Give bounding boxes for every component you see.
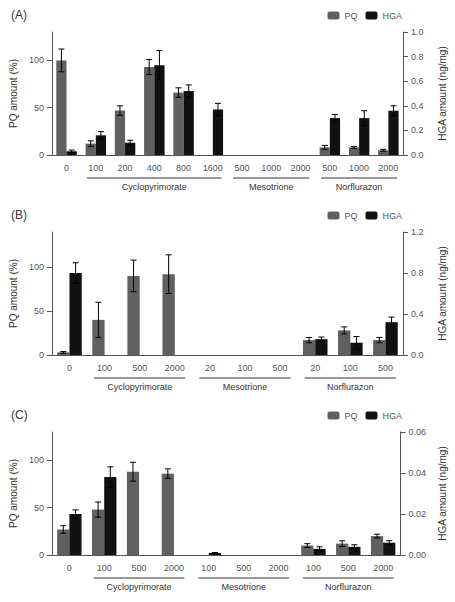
- svg-text:Mesotrione: Mesotrione: [249, 182, 294, 192]
- svg-text:0.6: 0.6: [411, 76, 424, 86]
- svg-text:500: 500: [378, 363, 393, 373]
- svg-text:100: 100: [237, 363, 252, 373]
- svg-text:0.4: 0.4: [411, 101, 424, 111]
- svg-text:100: 100: [29, 262, 44, 272]
- svg-text:2000: 2000: [269, 563, 289, 573]
- svg-text:20: 20: [205, 363, 215, 373]
- svg-text:50: 50: [34, 103, 44, 113]
- svg-text:PQ amount (%): PQ amount (%): [8, 459, 19, 528]
- svg-text:500: 500: [322, 163, 337, 173]
- svg-text:100: 100: [88, 163, 103, 173]
- svg-text:2000: 2000: [378, 163, 398, 173]
- svg-text:0.00: 0.00: [409, 550, 427, 560]
- svg-text:0: 0: [67, 563, 72, 573]
- svg-text:HGA: HGA: [382, 11, 402, 21]
- svg-text:100: 100: [97, 363, 112, 373]
- svg-text:100: 100: [343, 363, 358, 373]
- svg-text:HGA amount (ng/mg): HGA amount (ng/mg): [437, 246, 448, 340]
- svg-text:0.4: 0.4: [411, 309, 424, 319]
- svg-text:50: 50: [34, 503, 44, 513]
- svg-text:500: 500: [235, 163, 250, 173]
- svg-text:PQ amount (%): PQ amount (%): [8, 259, 19, 328]
- svg-text:HGA amount (ng/mg): HGA amount (ng/mg): [437, 446, 448, 540]
- svg-text:Cyclopyrimorate: Cyclopyrimorate: [107, 382, 172, 392]
- svg-text:500: 500: [273, 363, 288, 373]
- svg-text:500: 500: [132, 363, 147, 373]
- svg-text:2000: 2000: [373, 563, 393, 573]
- svg-text:0: 0: [39, 550, 44, 560]
- svg-text:Norflurazon: Norflurazon: [325, 582, 372, 592]
- svg-text:100: 100: [29, 455, 44, 465]
- svg-text:1.2: 1.2: [411, 227, 424, 237]
- svg-text:200: 200: [118, 163, 133, 173]
- svg-text:HGA: HGA: [382, 411, 402, 421]
- svg-text:0.04: 0.04: [409, 468, 427, 478]
- svg-text:(C): (C): [11, 408, 28, 422]
- svg-text:Cyclopyrimorate: Cyclopyrimorate: [122, 182, 187, 192]
- svg-text:2000: 2000: [165, 363, 185, 373]
- svg-text:(A): (A): [11, 8, 27, 22]
- svg-text:1000: 1000: [349, 163, 369, 173]
- svg-text:0.8: 0.8: [411, 268, 424, 278]
- svg-text:Mesotrione: Mesotrione: [221, 582, 266, 592]
- svg-text:2000: 2000: [164, 563, 184, 573]
- svg-text:500: 500: [132, 563, 147, 573]
- svg-text:(B): (B): [11, 208, 27, 222]
- svg-text:400: 400: [147, 163, 162, 173]
- svg-text:100: 100: [306, 563, 321, 573]
- svg-text:0.02: 0.02: [409, 509, 427, 519]
- svg-text:PQ: PQ: [344, 11, 357, 21]
- svg-text:0: 0: [67, 363, 72, 373]
- svg-text:50: 50: [34, 306, 44, 316]
- svg-text:PQ: PQ: [344, 411, 357, 421]
- svg-text:PQ: PQ: [344, 211, 357, 221]
- svg-text:Cyclopyrimorate: Cyclopyrimorate: [107, 582, 172, 592]
- svg-text:800: 800: [176, 163, 191, 173]
- svg-text:0.0: 0.0: [411, 350, 424, 360]
- svg-text:0: 0: [39, 150, 44, 160]
- svg-text:Norflurazon: Norflurazon: [327, 382, 374, 392]
- svg-text:1000: 1000: [261, 163, 281, 173]
- svg-text:Mesotrione: Mesotrione: [223, 382, 268, 392]
- svg-text:100: 100: [201, 563, 216, 573]
- svg-text:2000: 2000: [291, 163, 311, 173]
- svg-text:HGA: HGA: [382, 211, 402, 221]
- svg-text:0: 0: [39, 350, 44, 360]
- svg-text:PQ amount (%): PQ amount (%): [8, 59, 19, 128]
- svg-text:1.0: 1.0: [411, 27, 424, 37]
- svg-text:20: 20: [310, 363, 320, 373]
- svg-text:1600: 1600: [203, 163, 223, 173]
- svg-text:100: 100: [97, 563, 112, 573]
- svg-text:HGA amount (ng/mg): HGA amount (ng/mg): [437, 46, 448, 140]
- svg-text:100: 100: [29, 55, 44, 65]
- svg-text:0: 0: [64, 163, 69, 173]
- svg-text:0.2: 0.2: [411, 125, 424, 135]
- svg-text:0.0: 0.0: [411, 150, 424, 160]
- svg-text:0.8: 0.8: [411, 52, 424, 62]
- svg-text:500: 500: [236, 563, 251, 573]
- svg-text:0.06: 0.06: [409, 427, 427, 437]
- svg-text:Norflurazon: Norflurazon: [336, 182, 383, 192]
- svg-text:500: 500: [341, 563, 356, 573]
